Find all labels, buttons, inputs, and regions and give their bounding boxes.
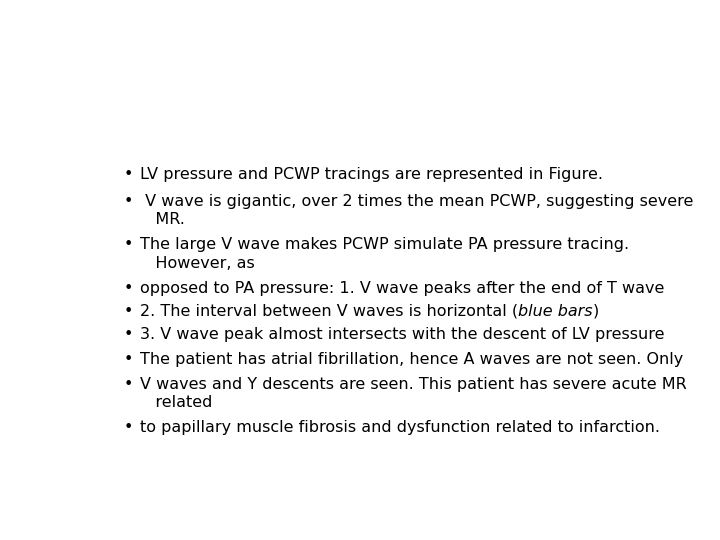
Text: opposed to PA pressure: 1. V wave peaks after the end of T wave: opposed to PA pressure: 1. V wave peaks … [140, 281, 665, 296]
Text: LV pressure and PCWP tracings are represented in Figure.: LV pressure and PCWP tracings are repres… [140, 167, 603, 181]
Text: related: related [140, 395, 212, 410]
Text: 3. V wave peak almost intersects with the descent of LV pressure: 3. V wave peak almost intersects with th… [140, 327, 665, 342]
Text: V wave is gigantic, over 2 times the mean PCWP, suggesting severe: V wave is gigantic, over 2 times the mea… [140, 194, 693, 208]
Text: •: • [124, 327, 133, 342]
Text: •: • [124, 167, 133, 181]
Text: The large V wave makes PCWP simulate PA pressure tracing.: The large V wave makes PCWP simulate PA … [140, 238, 629, 252]
Text: The patient has atrial fibrillation, hence A waves are not seen. Only: The patient has atrial fibrillation, hen… [140, 352, 683, 367]
Text: blue bars: blue bars [518, 304, 593, 319]
Text: to papillary muscle fibrosis and dysfunction related to infarction.: to papillary muscle fibrosis and dysfunc… [140, 420, 660, 435]
Text: V waves and Y descents are seen. This patient has severe acute MR: V waves and Y descents are seen. This pa… [140, 377, 687, 392]
Text: •: • [124, 377, 133, 392]
Text: However, as: However, as [140, 256, 255, 271]
Text: •: • [124, 281, 133, 296]
Text: 2. The interval between V waves is horizontal (: 2. The interval between V waves is horiz… [140, 304, 518, 319]
Text: MR.: MR. [140, 212, 185, 227]
Text: ): ) [593, 304, 599, 319]
Text: •: • [124, 238, 133, 252]
Text: •: • [124, 194, 133, 208]
Text: •: • [124, 352, 133, 367]
Text: •: • [124, 304, 133, 319]
Text: •: • [124, 420, 133, 435]
